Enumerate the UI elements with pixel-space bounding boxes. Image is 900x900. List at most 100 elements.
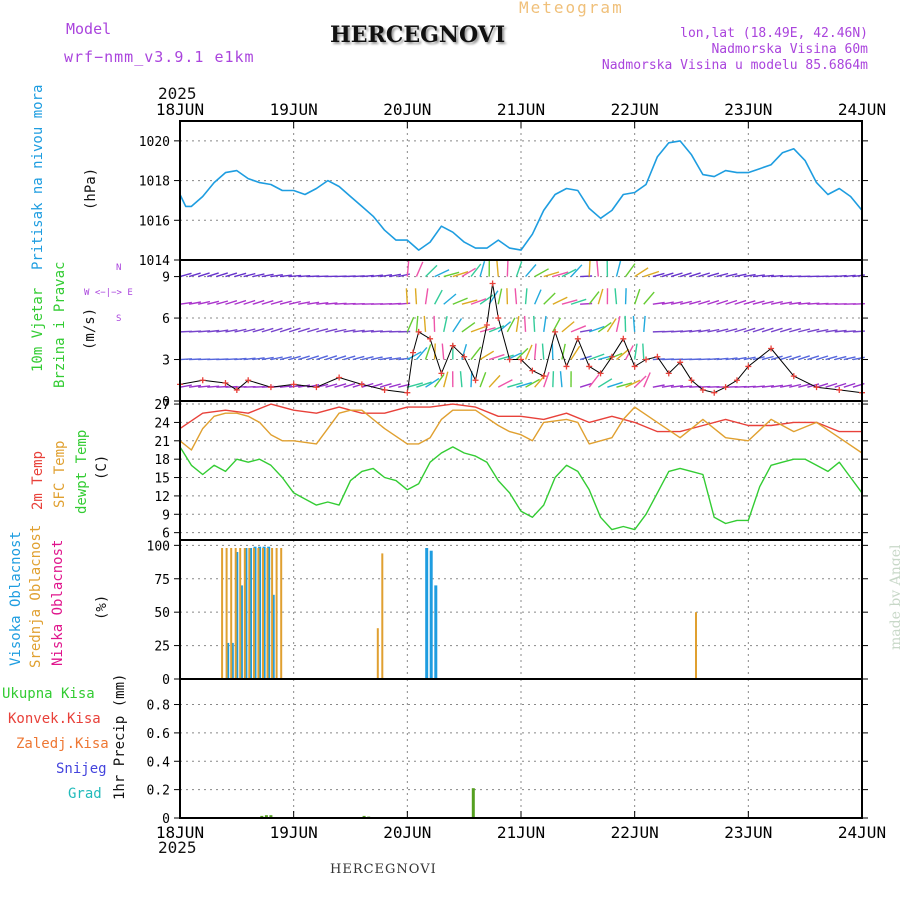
wind-arrow: [261, 273, 274, 278]
wind-arrow: [452, 318, 463, 333]
wind-arrow: [198, 300, 211, 305]
wind-arrow: [743, 273, 756, 278]
wind-arrow: [270, 327, 283, 333]
panel-frame-precip: [179, 678, 863, 819]
wind-arrow: [316, 328, 329, 333]
wind-arrow: [443, 293, 457, 305]
wind-marker: [495, 315, 502, 322]
cloud-bar: [381, 553, 384, 679]
x-tick-label-bottom: 19JUN: [270, 823, 318, 842]
wind-arrow: [743, 300, 756, 305]
wind-arrow: [479, 327, 496, 333]
cloud-bar: [239, 548, 242, 679]
wind-arrow: [643, 291, 655, 305]
wind-marker: [529, 367, 536, 374]
wind-arrow: [825, 329, 838, 333]
wind-arrow: [616, 348, 630, 361]
compass-we: W <−|−> E: [84, 288, 133, 298]
wind-arrow: [361, 356, 374, 361]
wind-arrow: [661, 301, 674, 305]
precip-total-label: Ukupna Kisa: [2, 686, 95, 702]
wind-arrow: [725, 273, 738, 278]
wind-arrow: [816, 329, 829, 333]
wind-arrow: [414, 288, 418, 305]
compass-s: S: [116, 314, 122, 324]
wind-marker: [631, 363, 638, 370]
wind-marker: [461, 353, 468, 360]
wind-arrow: [843, 382, 856, 388]
wind-arrow: [279, 356, 292, 361]
wind-arrow: [406, 351, 422, 361]
cloud-bar: [248, 548, 251, 679]
wind-arrow: [279, 300, 292, 305]
wind-arrow: [807, 328, 820, 333]
y-tick-label: 12: [154, 490, 170, 505]
wind-arrow: [506, 317, 516, 333]
y-tick-label: 1016: [139, 214, 170, 229]
wind-arrow: [452, 271, 469, 278]
x-tick-label-top: 23JUN: [724, 100, 772, 119]
wind-arrow: [716, 328, 729, 333]
wind-arrow: [588, 260, 591, 277]
year-top: 2025: [158, 84, 197, 103]
wind-arrow: [325, 302, 338, 305]
wind-arrow: [452, 297, 468, 305]
wind-marker: [722, 384, 729, 391]
wind-arrow: [525, 264, 537, 278]
wind-arrow: [497, 321, 512, 333]
wind-arrow: [716, 357, 729, 361]
wind-arrow: [506, 260, 509, 277]
panel-frame-cloud: [179, 539, 863, 680]
wind-arrow: [707, 299, 720, 305]
wind-arrow: [607, 381, 623, 388]
wind-arrow: [597, 322, 612, 333]
wind-arrow: [243, 328, 256, 333]
wind-arrow: [352, 355, 365, 361]
wind-arrow: [389, 357, 402, 361]
wind-arrow: [570, 298, 587, 305]
cloud-bar: [225, 548, 228, 679]
y-tick-label: 18: [154, 453, 170, 468]
wind-marker: [472, 377, 479, 384]
y-tick-label: 50: [154, 606, 170, 621]
wind-marker: [267, 384, 274, 391]
x-tick-label-bottom: 21JUN: [497, 823, 545, 842]
wind-arrow: [780, 301, 793, 305]
wind-arrow: [761, 327, 774, 333]
wind-arrow: [561, 268, 577, 278]
wind-marker: [381, 386, 388, 393]
wind-arrow: [434, 269, 450, 278]
wind-marker: [643, 356, 650, 363]
wind-arrow: [279, 327, 292, 333]
wind-arrow: [433, 289, 443, 305]
footer-station: HERCEGNOVI: [330, 862, 437, 877]
y-tick-label: 21: [154, 435, 170, 450]
wind-arrow: [743, 356, 756, 361]
wind-arrow: [415, 261, 424, 277]
wind-arrow: [479, 261, 486, 277]
wind-arrow: [441, 343, 445, 360]
wind-arrow: [725, 299, 738, 305]
temp-dew-line: [179, 446, 863, 531]
wind-arrow: [470, 263, 482, 278]
wind-arrow: [780, 384, 793, 388]
y-tick-label: 1014: [139, 254, 170, 269]
x-tick-label-top: 19JUN: [270, 100, 318, 119]
panel-frame-temperature: [179, 400, 863, 541]
wind-marker: [608, 353, 615, 360]
wind-arrow: [661, 384, 674, 388]
wind-arrow: [524, 288, 528, 305]
wind-arrow: [561, 299, 578, 305]
wind-arrow: [770, 327, 783, 333]
wind-arrow: [680, 329, 693, 333]
wind-arrow: [588, 374, 600, 388]
wind-arrow: [633, 343, 638, 360]
wind-arrow: [261, 327, 274, 333]
wind-arrow: [298, 301, 311, 305]
wind-arrow: [680, 385, 693, 388]
wind-arrow: [334, 383, 347, 388]
wind-arrow: [670, 301, 683, 305]
wind-arrow: [570, 345, 581, 360]
wind-marker: [677, 359, 684, 366]
wind-arrow: [316, 355, 329, 361]
